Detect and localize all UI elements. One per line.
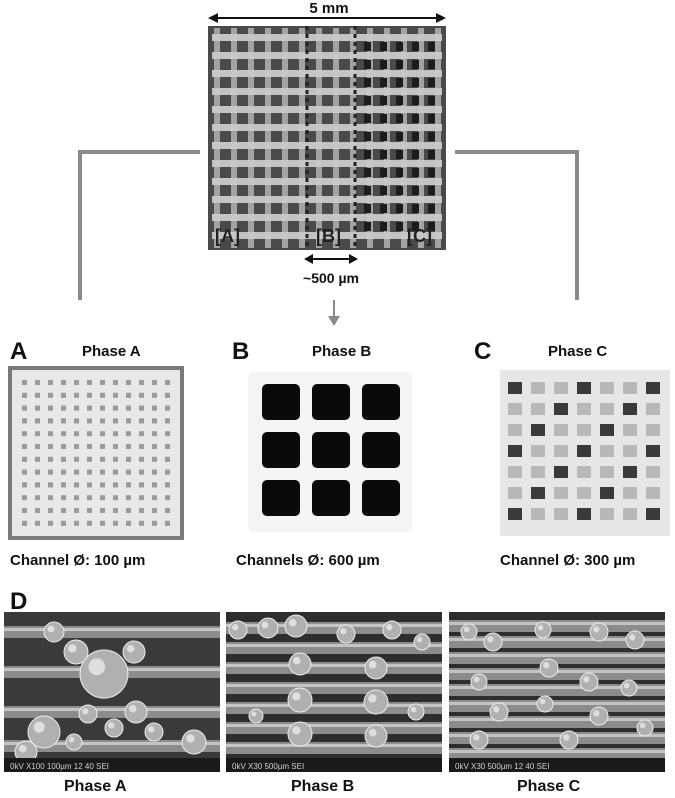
panel-caption-a: Channel Ø: 100 µm xyxy=(10,552,146,569)
panel-photo-a xyxy=(8,366,184,540)
region-label-c: [C] xyxy=(407,226,432,246)
connector-arrow-b xyxy=(328,300,340,326)
gap-label: ~500 µm xyxy=(303,270,359,286)
scaffold-photo-grid xyxy=(212,28,442,248)
panel-title-b: Phase B xyxy=(312,343,372,360)
sem-image-b: 0kV X30 500µm SEI xyxy=(226,612,442,772)
panel-title-a: Phase A xyxy=(82,343,141,360)
region-label-b: [B] xyxy=(316,226,341,246)
sem-microlabel-c: 0kV X30 500µm 12 40 SEI xyxy=(455,762,549,771)
top-scaffold-figure: [A] [B] [C] ~500 µm 5 mm xyxy=(0,0,675,322)
panel-letter-a: A xyxy=(10,338,28,365)
sem-caption-b: Phase B xyxy=(291,778,355,795)
region-label-a: [A] xyxy=(215,226,240,246)
sem-image-c: 0kV X30 500µm 12 40 SEI xyxy=(449,612,665,772)
width-dimension-arrow xyxy=(208,13,446,23)
panel-letter-d: D xyxy=(10,588,28,615)
connector-arrow-a xyxy=(72,150,200,322)
top-scaffold-svg: [A] [B] [C] ~500 µm 5 mm xyxy=(72,0,585,322)
gap-dimension-arrow xyxy=(304,254,358,264)
sem-caption-a: Phase A xyxy=(64,778,127,795)
sem-image-a: 0kV X100 100µm 12 40 SEI xyxy=(4,612,220,772)
panel-photo-b xyxy=(248,372,412,532)
panel-letter-b: B xyxy=(232,338,250,365)
panel-caption-b: Channels Ø: 600 µm xyxy=(236,552,380,569)
width-label: 5 mm xyxy=(309,0,348,17)
panel-letter-c: C xyxy=(474,338,492,365)
panel-title-c: Phase C xyxy=(548,343,608,360)
panel-caption-c: Channel Ø: 300 µm xyxy=(500,552,636,569)
sem-microlabel-a: 0kV X100 100µm 12 40 SEI xyxy=(10,762,109,771)
sem-microlabel-b: 0kV X30 500µm SEI xyxy=(232,762,304,771)
connector-arrow-c xyxy=(455,150,585,322)
panel-photo-c xyxy=(500,370,670,536)
sem-caption-c: Phase C xyxy=(517,778,581,795)
